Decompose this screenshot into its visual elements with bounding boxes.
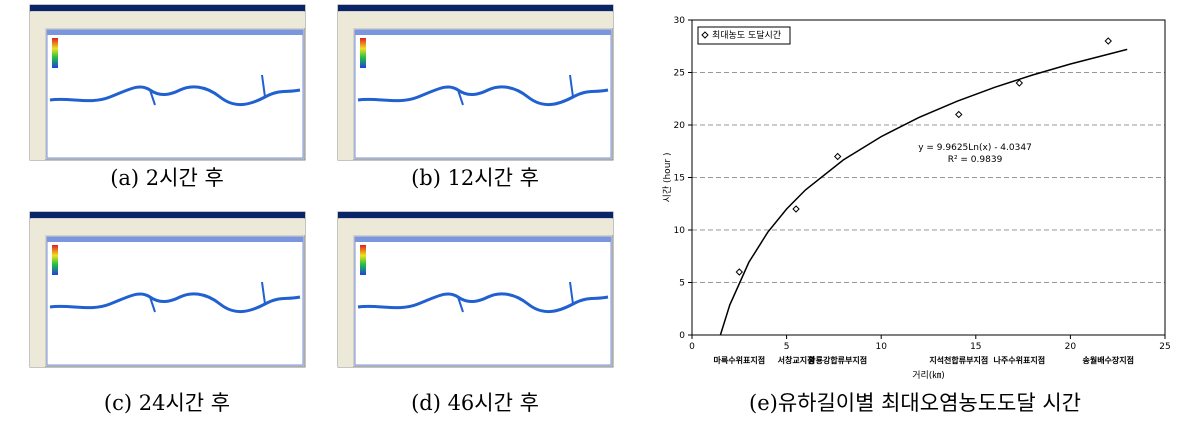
y-tick-label: 5	[679, 279, 685, 289]
caption: (d) 46시간 후	[411, 391, 539, 415]
fit-annotation: y = 9.9625Ln(x) - 4.0347	[918, 143, 1032, 153]
point-label: 마륵수위표지점	[714, 355, 766, 365]
fit-annotation: R² = 0.9839	[948, 155, 1003, 165]
data-point	[792, 205, 800, 213]
legend-box	[697, 26, 791, 45]
y-tick-label: 20	[674, 121, 686, 131]
y-tick-label: 10	[674, 226, 686, 236]
screenshot	[28, 210, 307, 369]
x-tick-label: 15	[970, 342, 981, 352]
legend-label: 최대농도 도달시간	[712, 29, 781, 41]
y-tick-label: 0	[679, 331, 685, 341]
y-axis-label: 시간 (hour )	[662, 153, 673, 203]
point-label: 송월배수장지점	[1082, 355, 1134, 365]
x-tick-label: 5	[784, 342, 790, 352]
x-tick-label: 0	[689, 342, 695, 352]
caption: (a) 2시간 후	[110, 166, 224, 190]
caption: (c) 24시간 후	[104, 391, 230, 415]
plot-frame	[691, 19, 1166, 336]
caption: (b) 12시간 후	[411, 166, 539, 190]
point-label: 서창교지점	[778, 355, 815, 365]
screenshot	[336, 3, 615, 162]
data-point	[1015, 79, 1024, 87]
screenshot	[336, 210, 615, 369]
trendline	[719, 48, 1128, 336]
x-tick-label: 10	[875, 342, 887, 352]
y-tick-label: 25	[674, 69, 685, 79]
legend-marker	[701, 31, 709, 39]
data-point	[833, 152, 842, 161]
point-label: 황룡강합류부지점	[808, 355, 867, 365]
x-tick-label: 25	[1159, 342, 1170, 352]
caption: (e)유하길이별 최대오염농도도달 시간	[749, 391, 1081, 415]
point-label: 나주수위표지점	[994, 355, 1046, 365]
y-tick-label: 15	[674, 174, 685, 184]
x-tick-label: 20	[1065, 342, 1077, 352]
screenshot	[28, 3, 307, 162]
data-point	[955, 110, 963, 119]
point-label: 지석천합류부지점	[929, 355, 988, 365]
data-point	[1104, 37, 1112, 45]
data-point	[735, 268, 744, 276]
x-axis-label: 거리(㎞)	[912, 370, 945, 381]
y-tick-label: 30	[674, 16, 686, 26]
